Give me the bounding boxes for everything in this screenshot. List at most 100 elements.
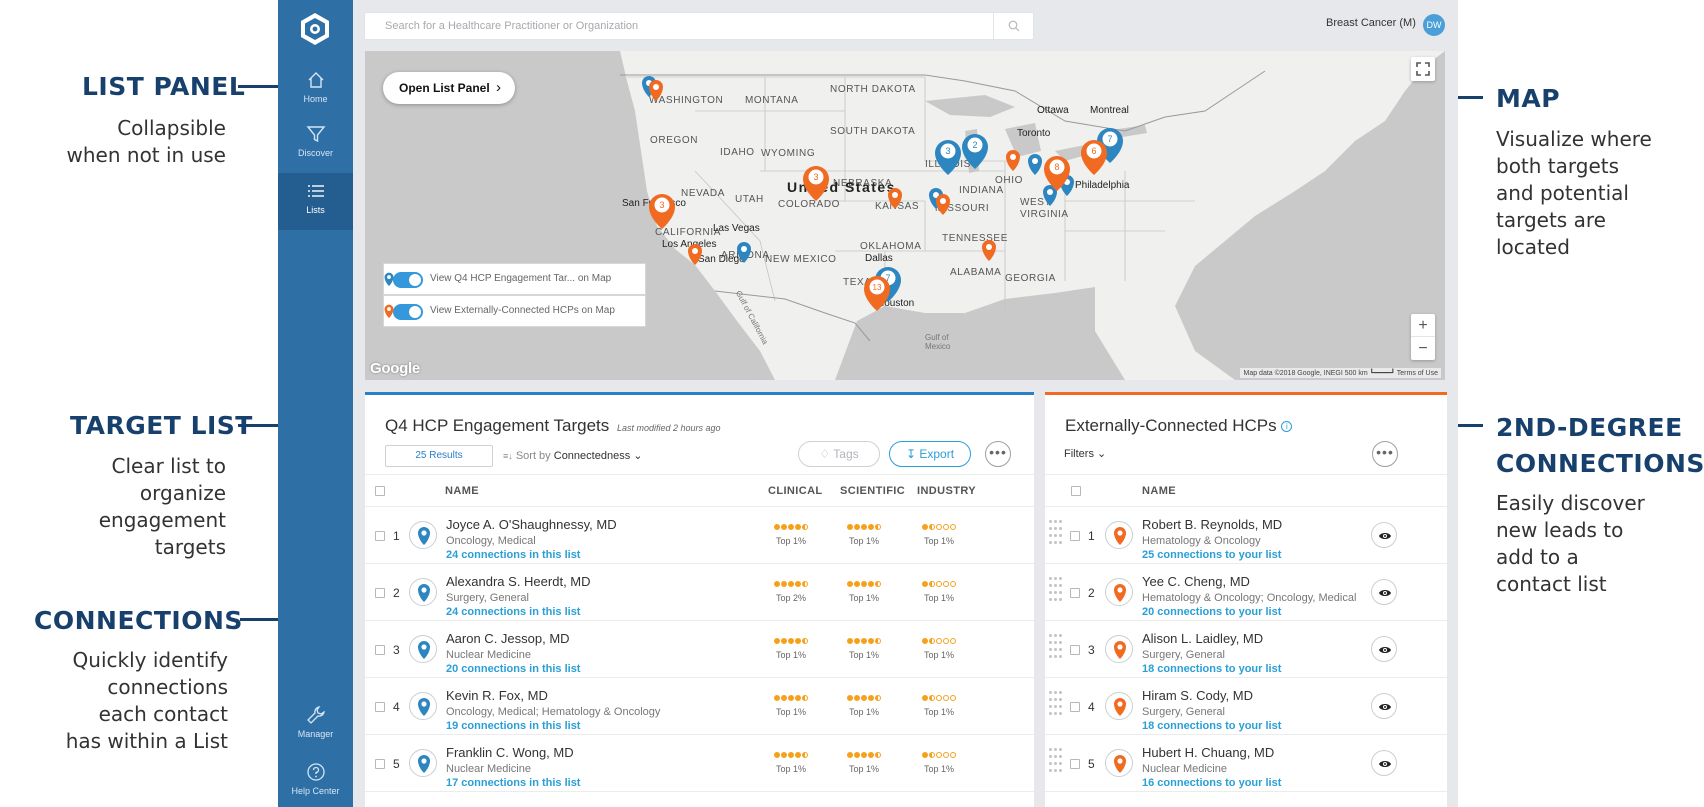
tags-button[interactable]: ♢ Tags — [798, 441, 880, 467]
column-clinical[interactable]: CLINICAL — [768, 485, 823, 497]
drag-handle[interactable] — [1049, 520, 1063, 550]
connections-link[interactable]: 18 connections to your list — [1142, 720, 1282, 732]
connections-link[interactable]: 25 connections to your list — [1142, 549, 1282, 561]
search-button[interactable] — [993, 13, 1033, 39]
table-row[interactable]: 4 Kevin R. Fox, MD Oncology, Medical; Hema… — [365, 678, 1034, 735]
column-scientific[interactable]: SCIENTIFIC — [840, 485, 906, 497]
hcp-name[interactable]: Hiram S. Cody, MD — [1142, 688, 1253, 703]
hcp-name[interactable]: Hubert H. Chuang, MD — [1142, 745, 1275, 760]
locate-on-map-button[interactable] — [1105, 749, 1133, 777]
view-button[interactable] — [1371, 579, 1397, 605]
locate-on-map-button[interactable] — [1105, 578, 1133, 606]
drag-handle[interactable] — [1049, 577, 1063, 607]
connections-link[interactable]: 18 connections to your list — [1142, 663, 1282, 675]
locate-on-map-button[interactable] — [1105, 635, 1133, 663]
row-checkbox[interactable] — [1070, 759, 1080, 769]
toggle-switch[interactable] — [393, 304, 423, 320]
toggle-external-on-map[interactable]: View Externally-Connected HCPs on Map — [383, 295, 646, 327]
locate-on-map-button[interactable] — [409, 635, 437, 663]
locate-on-map-button[interactable] — [1105, 521, 1133, 549]
cluster-marker[interactable]: 3 — [935, 140, 961, 175]
row-checkbox[interactable] — [375, 588, 385, 598]
connections-link[interactable]: 16 connections to your list — [1142, 777, 1282, 789]
context-selector[interactable]: Breast Cancer (M) ⌄ — [1326, 17, 1430, 29]
hcp-name[interactable]: Kevin R. Fox, MD — [446, 688, 548, 703]
locate-on-map-button[interactable] — [1105, 692, 1133, 720]
sidebar-item-help-center[interactable]: Help Center — [278, 754, 353, 807]
table-row[interactable]: 2 Alexandra S. Heerdt, MD Surgery, General… — [365, 564, 1034, 621]
view-button[interactable] — [1371, 522, 1397, 548]
connections-link[interactable]: 20 connections in this list — [446, 663, 581, 675]
connections-link[interactable]: 19 connections in this list — [446, 720, 581, 732]
drag-handle[interactable] — [1049, 634, 1063, 664]
table-row[interactable]: 3 Aaron C. Jessop, MD Nuclear Medicine 20 c… — [365, 621, 1034, 678]
row-checkbox[interactable] — [375, 531, 385, 541]
select-all-checkbox[interactable] — [1071, 486, 1081, 496]
table-row[interactable]: 5 Hubert H. Chuang, MD Nuclear Medicine 16 … — [1045, 735, 1447, 792]
filters-dropdown[interactable]: Filters ⌄ — [1064, 447, 1106, 460]
select-all-checkbox[interactable] — [375, 486, 385, 496]
toggle-targets-on-map[interactable]: View Q4 HCP Engagement Tar... on Map — [383, 263, 646, 295]
search-input[interactable]: Search for a Healthcare Practitioner or … — [364, 12, 1034, 40]
view-button[interactable] — [1371, 636, 1397, 662]
app-logo[interactable] — [298, 12, 332, 46]
sort-dropdown[interactable]: ≡↓ Sort by Connectedness ⌄ — [503, 449, 642, 462]
sidebar-item-lists[interactable]: Lists — [278, 173, 353, 230]
column-name[interactable]: NAME — [445, 485, 479, 497]
toggle-switch[interactable] — [393, 272, 423, 288]
cluster-marker[interactable]: 6 — [1081, 140, 1107, 175]
fullscreen-button[interactable] — [1411, 57, 1435, 81]
locate-on-map-button[interactable] — [409, 749, 437, 777]
avatar[interactable]: DW — [1423, 14, 1445, 36]
results-count-button[interactable]: 25 Results — [385, 445, 493, 467]
sidebar-item-home[interactable]: Home — [278, 62, 353, 119]
view-button[interactable] — [1371, 750, 1397, 776]
connections-link[interactable]: 24 connections in this list — [446, 549, 581, 561]
row-checkbox[interactable] — [1070, 531, 1080, 541]
row-checkbox[interactable] — [375, 759, 385, 769]
open-list-panel-button[interactable]: Open List Panel › — [383, 72, 515, 104]
hcp-name[interactable]: Franklin C. Wong, MD — [446, 745, 574, 760]
info-icon[interactable]: i — [1281, 421, 1293, 433]
hcp-name[interactable]: Yee C. Cheng, MD — [1142, 574, 1250, 589]
cluster-marker[interactable]: 3 — [649, 194, 675, 229]
row-checkbox[interactable] — [375, 702, 385, 712]
cluster-marker[interactable]: 13 — [864, 276, 890, 311]
view-button[interactable] — [1371, 693, 1397, 719]
row-checkbox[interactable] — [375, 645, 385, 655]
row-checkbox[interactable] — [1070, 702, 1080, 712]
hcp-name[interactable]: Aaron C. Jessop, MD — [446, 631, 570, 646]
export-button[interactable]: ↧ Export — [889, 441, 971, 467]
column-name[interactable]: NAME — [1142, 485, 1176, 497]
column-industry[interactable]: INDUSTRY — [917, 485, 977, 497]
table-row[interactable]: 1 Robert B. Reynolds, MD Hematology & Onco… — [1045, 507, 1447, 564]
connections-link[interactable]: 17 connections in this list — [446, 777, 581, 789]
more-options-button[interactable]: ••• — [1372, 441, 1398, 467]
drag-handle[interactable] — [1049, 748, 1063, 778]
table-row[interactable]: 4 Hiram S. Cody, MD Surgery, General 18 con… — [1045, 678, 1447, 735]
locate-on-map-button[interactable] — [409, 692, 437, 720]
connections-link[interactable]: 24 connections in this list — [446, 606, 581, 618]
zoom-out-button[interactable]: − — [1418, 340, 1428, 357]
table-row[interactable]: 1 Joyce A. O'Shaughnessy, MD Oncology, Med… — [365, 507, 1034, 564]
locate-on-map-button[interactable] — [409, 578, 437, 606]
table-row[interactable]: 5 Franklin C. Wong, MD Nuclear Medicine 17 … — [365, 735, 1034, 792]
hcp-name[interactable]: Alison L. Laidley, MD — [1142, 631, 1264, 646]
drag-handle[interactable] — [1049, 691, 1063, 721]
hcp-name[interactable]: Robert B. Reynolds, MD — [1142, 517, 1283, 532]
cluster-marker[interactable]: 2 — [962, 134, 988, 169]
row-checkbox[interactable] — [1070, 645, 1080, 655]
map[interactable]: WASHINGTON MONTANA NORTH DAKOTA SOUTH DA… — [365, 51, 1445, 380]
table-row[interactable]: 3 Alison L. Laidley, MD Surgery, General 18… — [1045, 621, 1447, 678]
row-checkbox[interactable] — [1070, 588, 1080, 598]
table-row[interactable]: 2 Yee C. Cheng, MD Hematology & Oncology; … — [1045, 564, 1447, 621]
cluster-marker[interactable]: 3 — [803, 166, 829, 201]
zoom-in-button[interactable]: + — [1411, 314, 1435, 337]
sidebar-item-manager[interactable]: Manager — [278, 697, 353, 754]
locate-on-map-button[interactable] — [409, 521, 437, 549]
sidebar-item-discover[interactable]: Discover — [278, 116, 353, 173]
hcp-name[interactable]: Joyce A. O'Shaughnessy, MD — [446, 517, 617, 532]
more-options-button[interactable]: ••• — [985, 441, 1011, 467]
hcp-name[interactable]: Alexandra S. Heerdt, MD — [446, 574, 591, 589]
cluster-marker[interactable]: 8 — [1044, 156, 1070, 191]
